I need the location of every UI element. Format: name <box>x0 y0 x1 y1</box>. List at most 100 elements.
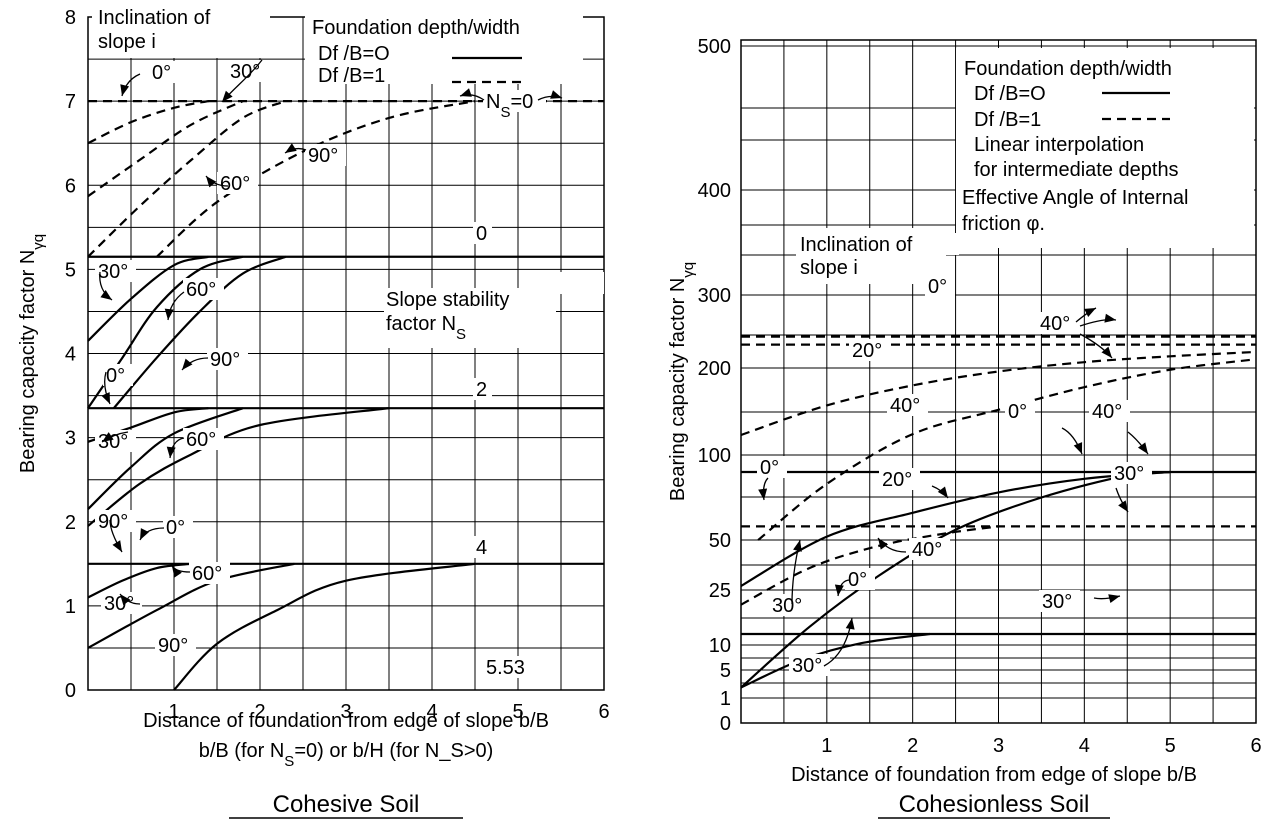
x-tick-label: 5 <box>1165 735 1176 757</box>
series-line <box>740 350 1257 437</box>
annotation-label: 60° <box>186 279 216 301</box>
y-tick-label: 50 <box>709 530 731 552</box>
annotation-label: 60° <box>220 173 250 195</box>
y-tick-label: 4 <box>65 344 76 366</box>
annotation-background <box>95 510 136 532</box>
annotation-label: 40° <box>912 539 942 561</box>
arrowhead <box>550 90 562 99</box>
annotation-background <box>1111 462 1152 484</box>
annotation-background <box>383 288 556 310</box>
arrowhead <box>834 584 844 596</box>
series-line <box>757 358 1257 541</box>
annotation-label: 0 <box>476 223 487 245</box>
legend-title: Foundation depth/width <box>964 58 1172 80</box>
annotation-label: 30° <box>772 595 802 617</box>
annotation-background <box>155 634 196 656</box>
legend-note: Linear interpolation <box>974 134 1144 156</box>
arrowhead <box>164 308 174 320</box>
arrowhead <box>1108 594 1120 604</box>
arrowhead <box>460 88 472 97</box>
arrowhead <box>1104 313 1116 323</box>
annotation-background <box>149 61 179 83</box>
x-tick-label: 6 <box>598 701 609 723</box>
annotation-background <box>101 592 142 614</box>
y-tick-label: 500 <box>698 36 731 58</box>
annotation-background <box>1037 312 1078 334</box>
annotation-label: Slope stability <box>386 289 509 311</box>
series-line <box>156 100 476 258</box>
arrowhead <box>120 84 130 96</box>
annotation-label: 90° <box>158 635 188 657</box>
arrowhead <box>120 594 131 606</box>
annotation-label: 40° <box>890 395 920 417</box>
arrowhead <box>1084 308 1096 317</box>
arrowhead <box>182 358 193 370</box>
legend-entry-solid: Df /B=O <box>318 43 390 65</box>
annotation-label: 40° <box>1092 401 1122 423</box>
y-tick-label: 2 <box>65 512 76 534</box>
x-tick-label: 2 <box>254 701 265 723</box>
arrowhead <box>1118 500 1128 512</box>
annotation-background <box>473 378 492 400</box>
annotation-background <box>1039 590 1080 612</box>
annotation-background <box>909 538 950 560</box>
annotation-background <box>163 516 193 538</box>
x-tick-label: 1 <box>168 701 179 723</box>
annotation-background <box>1005 400 1035 422</box>
pointer-arrow <box>167 291 185 321</box>
series-line <box>740 470 1171 587</box>
x-tick-label: 1 <box>821 735 832 757</box>
annotation-background <box>789 654 830 676</box>
annotation-label: 0° <box>848 569 867 591</box>
annotation-label: 30° <box>230 61 260 83</box>
annotation-background <box>183 278 224 300</box>
annotation-label: 0° <box>106 365 125 387</box>
series-line <box>740 632 930 689</box>
y-tick-label: 400 <box>698 180 731 202</box>
y-tick-label: 6 <box>65 175 76 197</box>
annotation-background <box>473 536 492 558</box>
annotation-label: slope i <box>800 257 858 279</box>
series-line <box>87 562 192 599</box>
y-tick-label: 1 <box>720 688 731 710</box>
legend-entry-solid: Df /B=O <box>974 83 1046 105</box>
arrowhead <box>845 618 855 630</box>
annotation-label: 30° <box>98 431 128 453</box>
y-tick-label: 5 <box>65 259 76 281</box>
annotation-background <box>887 394 928 416</box>
y-tick-label: 5 <box>720 660 731 682</box>
annotation-background <box>95 6 257 28</box>
annotation-label: 30° <box>1042 591 1072 613</box>
annotation-label: 20° <box>882 469 912 491</box>
y-tick-label: 25 <box>709 580 731 602</box>
y-tick-label: 10 <box>709 635 731 657</box>
annotation-background <box>383 312 501 334</box>
series-line <box>112 255 287 409</box>
arrowhead <box>222 90 233 102</box>
annotation-label: slope i <box>98 31 156 53</box>
annotation-label: 4 <box>476 537 487 559</box>
annotation-label: 0° <box>760 457 779 479</box>
x-tick-label: 2 <box>907 735 918 757</box>
x-tick-label: 3 <box>340 701 351 723</box>
annotation-background <box>769 594 810 616</box>
y-tick-label: 0 <box>65 680 76 702</box>
series-line <box>87 100 209 145</box>
annotation-label: 40° <box>1040 313 1070 335</box>
annotation-background <box>483 656 535 678</box>
annotation-background <box>925 275 955 297</box>
arrowhead <box>1101 346 1112 358</box>
y-tick-label: 0 <box>720 713 731 735</box>
y-tick-label: 7 <box>65 91 76 113</box>
annotation-label: 2 <box>476 379 487 401</box>
annotation-label: 30° <box>1114 463 1144 485</box>
arrowhead <box>878 538 889 550</box>
x-tick-label: 4 <box>1079 735 1090 757</box>
x-tick-label: 5 <box>512 701 523 723</box>
x-axis-label: Distance of foundation from edge of slop… <box>143 710 549 732</box>
arrowhead <box>1137 442 1148 454</box>
arrowhead <box>172 566 182 578</box>
x-axis-label-secondary: b/B (for NS=0) or b/H (for N_S>0) <box>199 740 494 770</box>
y-axis-label: Bearing capacity factor Nγq <box>17 234 47 473</box>
